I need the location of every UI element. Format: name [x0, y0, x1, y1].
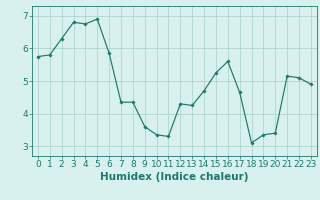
X-axis label: Humidex (Indice chaleur): Humidex (Indice chaleur) [100, 172, 249, 182]
